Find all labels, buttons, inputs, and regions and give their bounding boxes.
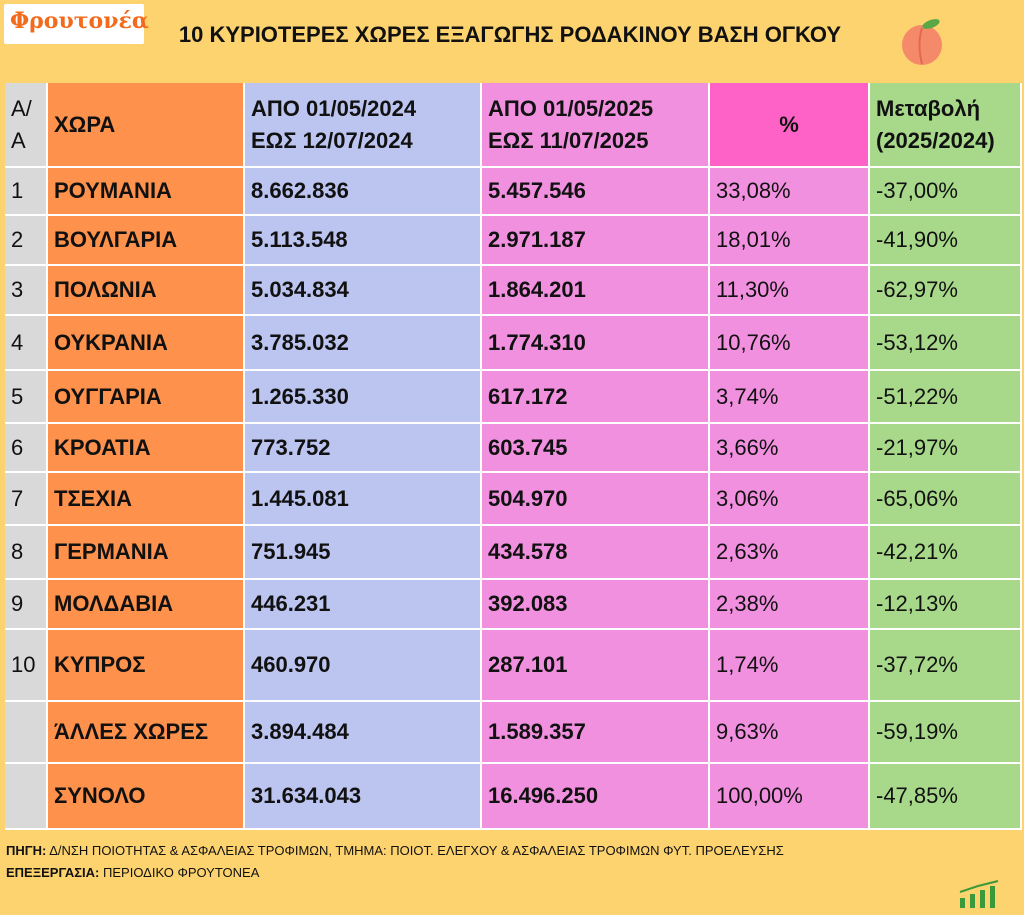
- table-cell: ΒΟΥΛΓΑΡΙΑ: [48, 216, 245, 266]
- table-cell: -41,90%: [870, 216, 1022, 266]
- peach-icon: [902, 19, 942, 65]
- table-cell: ΡΟΥΜΑΝΙΑ: [48, 168, 245, 216]
- title: 10 ΚΥΡΙΟΤΕΡΕΣ ΧΩΡΕΣ ΕΞΑΓΩΓΗΣ ΡΟΔΑΚΙΝΟΥ Β…: [178, 22, 842, 47]
- table-cell: 1.589.357: [482, 702, 710, 764]
- table-cell: 5.113.548: [245, 216, 482, 266]
- table-cell: 3.894.484: [245, 702, 482, 764]
- table-cell: 1.864.201: [482, 266, 710, 316]
- footer-line: ΕΠΕΞΕΡΓΑΣΙΑ: ΠΕΡΙΟΔΙΚΟ ΦΡΟΥΤΟΝΕΑ: [6, 865, 259, 880]
- table-cell: ΚΡΟΑΤΙΑ: [48, 424, 245, 473]
- table-cell: 617.172: [482, 371, 710, 424]
- table-cell: 2.971.187: [482, 216, 710, 266]
- table-cell: 2,63%: [710, 526, 870, 580]
- table-cell: 1: [5, 168, 48, 216]
- header-line: ΕΩΣ 11/07/2025: [488, 127, 649, 153]
- table-cell: -42,21%: [870, 526, 1022, 580]
- table-cell: 392.083: [482, 580, 710, 630]
- header-cell: ΑΠΟ 01/05/2024 ΕΩΣ 12/07/2024: [245, 83, 482, 168]
- header-line: ΑΠΟ 01/05/2025: [488, 95, 654, 121]
- table-cell: [5, 764, 48, 830]
- table-cell: 603.745: [482, 424, 710, 473]
- table-cell: 1.265.330: [245, 371, 482, 424]
- table-cell: 11,30%: [710, 266, 870, 316]
- table-cell: -37,00%: [870, 168, 1022, 216]
- table-cell: ΟΥΚΡΑΝΙΑ: [48, 316, 245, 371]
- footer-text: Δ/ΝΣΗ ΠΟΙΟΤΗΤΑΣ & ΑΣΦΑΛΕΙΑΣ ΤΡΟΦΙΜΩΝ, ΤΜ…: [46, 843, 784, 858]
- chart-icon: [959, 880, 999, 908]
- header-line: ΧΩΡΑ: [54, 111, 116, 137]
- table-cell: -12,13%: [870, 580, 1022, 630]
- table-cell: 3: [5, 266, 48, 316]
- table-cell: 460.970: [245, 630, 482, 702]
- table-cell: 16.496.250: [482, 764, 710, 830]
- table-cell: 3,74%: [710, 371, 870, 424]
- table-cell: 434.578: [482, 526, 710, 580]
- table-cell: 6: [5, 424, 48, 473]
- table-cell: 3,66%: [710, 424, 870, 473]
- table-cell: 10,76%: [710, 316, 870, 371]
- table-cell: ΤΣΕΧΙΑ: [48, 473, 245, 526]
- table-cell: -53,12%: [870, 316, 1022, 371]
- table-cell: 751.945: [245, 526, 482, 580]
- table-cell: 18,01%: [710, 216, 870, 266]
- table-cell: 8: [5, 526, 48, 580]
- table-cell: 4: [5, 316, 48, 371]
- table-cell: 5.457.546: [482, 168, 710, 216]
- header-cell: Μεταβολή (2025/2024): [870, 83, 1022, 168]
- footer-label: ΕΠΕΞΕΡΓΑΣΙΑ:: [6, 865, 100, 880]
- table-cell: ΣΥΝΟΛΟ: [48, 764, 245, 830]
- table-cell: 2,38%: [710, 580, 870, 630]
- table-cell: [5, 702, 48, 764]
- header-cell: Α/Α: [5, 83, 48, 168]
- table-cell: 7: [5, 473, 48, 526]
- table-cell: 33,08%: [710, 168, 870, 216]
- table-cell: ΆΛΛΕΣ ΧΩΡΕΣ: [48, 702, 245, 764]
- table-cell: 8.662.836: [245, 168, 482, 216]
- table-cell: 10: [5, 630, 48, 702]
- header-line: Μεταβολή: [876, 95, 981, 121]
- header-cell: ΑΠΟ 01/05/2025 ΕΩΣ 11/07/2025: [482, 83, 710, 168]
- table-cell: 5.034.834: [245, 266, 482, 316]
- table-cell: 9: [5, 580, 48, 630]
- header-cell: ΧΩΡΑ: [48, 83, 245, 168]
- table-cell: 31.634.043: [245, 764, 482, 830]
- table-cell: -21,97%: [870, 424, 1022, 473]
- table-cell: 2: [5, 216, 48, 266]
- table-cell: 287.101: [482, 630, 710, 702]
- table-cell: 9,63%: [710, 702, 870, 764]
- table-cell: 1.445.081: [245, 473, 482, 526]
- header-line: ΑΠΟ 01/05/2024: [251, 95, 417, 121]
- table-cell: 504.970: [482, 473, 710, 526]
- header-line: ΕΩΣ 12/07/2024: [251, 127, 413, 153]
- header-line: Α/: [11, 95, 32, 121]
- table-cell: 3,06%: [710, 473, 870, 526]
- table-cell: ΜΟΛΔΑΒΙΑ: [48, 580, 245, 630]
- table-cell: -51,22%: [870, 371, 1022, 424]
- table-cell: -65,06%: [870, 473, 1022, 526]
- header-line: %: [779, 111, 799, 137]
- table-cell: 100,00%: [710, 764, 870, 830]
- table-cell: 5: [5, 371, 48, 424]
- table-cell: 1,74%: [710, 630, 870, 702]
- table-cell: 446.231: [245, 580, 482, 630]
- table-cell: -62,97%: [870, 266, 1022, 316]
- table-cell: ΓΕΡΜΑΝΙΑ: [48, 526, 245, 580]
- table-cell: -59,19%: [870, 702, 1022, 764]
- table-cell: ΠΟΛΩΝΙΑ: [48, 266, 245, 316]
- table-cell: ΚΥΠΡΟΣ: [48, 630, 245, 702]
- footer-line: ΠΗΓΗ: Δ/ΝΣΗ ΠΟΙΟΤΗΤΑΣ & ΑΣΦΑΛΕΙΑΣ ΤΡΟΦΙΜ…: [6, 843, 784, 858]
- table-cell: 1.774.310: [482, 316, 710, 371]
- table-cell: 3.785.032: [245, 316, 482, 371]
- header-line: (2025/2024): [876, 127, 995, 153]
- header-line: Α: [11, 127, 26, 153]
- footer-text: ΠΕΡΙΟΔΙΚΟ ΦΡΟΥΤΟΝΕΑ: [99, 865, 260, 880]
- footer-label: ΠΗΓΗ:: [6, 843, 47, 858]
- table-cell: -47,85%: [870, 764, 1022, 830]
- logo: Φρουτονέα: [4, 4, 149, 44]
- header-cell: %: [710, 83, 870, 168]
- table-cell: 773.752: [245, 424, 482, 473]
- table-cell: ΟΥΓΓΑΡΙΑ: [48, 371, 245, 424]
- table-cell: -37,72%: [870, 630, 1022, 702]
